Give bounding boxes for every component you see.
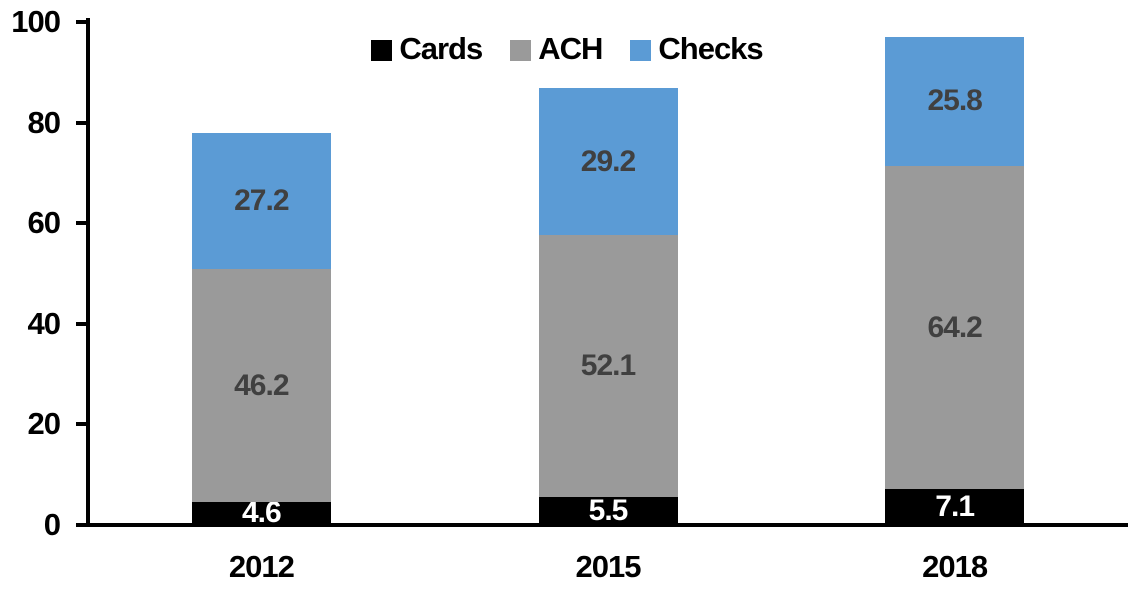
y-tick-mark (76, 523, 87, 527)
legend-swatch-ach (510, 40, 532, 61)
bar-value-label: 27.2 (234, 184, 289, 218)
bar-value-label: 25.8 (927, 84, 982, 118)
bar-value-label: 46.2 (234, 368, 289, 402)
bar-value-label: 7.1 (935, 490, 975, 524)
legend-label: Cards (399, 31, 483, 66)
x-axis-label-2015: 2015 (575, 549, 642, 584)
bar-value-label: 29.2 (580, 144, 636, 178)
chart-legend: Cards ACH Checks (0, 31, 1134, 67)
x-axis-label-2012: 2012 (228, 549, 295, 584)
y-tick-label: 20 (27, 406, 61, 442)
bar-value-label: 4.6 (241, 496, 282, 530)
bar-value-label: 5.5 (588, 494, 629, 528)
y-tick-label: 0 (43, 507, 61, 542)
y-tick-mark (76, 120, 87, 125)
y-tick-mark (76, 221, 87, 226)
bar-segment-checks-2012: 27.2 (191, 132, 331, 270)
bar-segment-checks-2018: 25.8 (885, 36, 1025, 167)
bar-value-label: 64.2 (927, 310, 982, 344)
y-tick-label: 100 (11, 4, 61, 39)
bar-segment-ach-2015: 52.1 (538, 235, 678, 498)
y-tick-mark (76, 422, 87, 427)
legend-item-cards: Cards (371, 31, 483, 67)
x-axis-label-2018: 2018 (922, 549, 988, 584)
legend-item-checks: Checks (630, 31, 764, 67)
legend-item-ach: ACH (510, 31, 603, 67)
bar-segment-cards-2018: 7.1 (885, 489, 1025, 525)
legend-label: Checks (658, 31, 763, 66)
bar-segment-ach-2018: 64.2 (885, 166, 1025, 490)
bar-segment-cards-2015: 5.5 (538, 494, 678, 528)
y-tick-label: 40 (27, 305, 61, 341)
legend-label: ACH (538, 31, 603, 66)
legend-swatch-cards (371, 40, 393, 61)
bar-value-label: 52.1 (580, 349, 636, 383)
y-axis-line (86, 18, 90, 527)
legend-swatch-checks (630, 40, 652, 61)
y-tick-label: 60 (27, 205, 61, 241)
y-tick-mark (76, 321, 87, 326)
bar-segment-ach-2012: 46.2 (191, 269, 331, 502)
y-tick-label: 80 (27, 104, 61, 140)
bar-segment-checks-2015: 29.2 (538, 88, 678, 236)
x-axis-line (76, 523, 1128, 527)
bar-segment-cards-2012: 4.6 (191, 496, 331, 529)
y-tick-mark (76, 20, 87, 24)
